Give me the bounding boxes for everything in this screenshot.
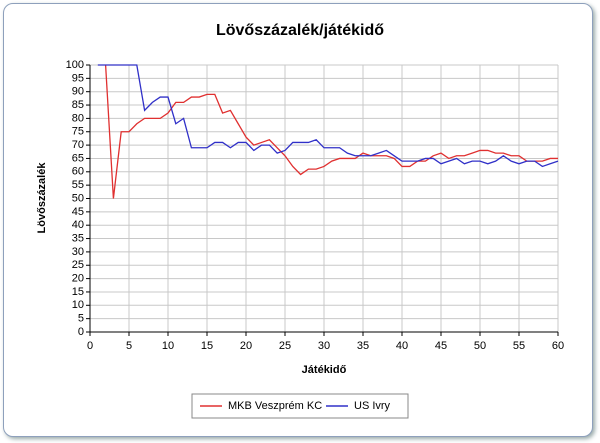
x-tick-label: 40	[396, 340, 408, 352]
legend-label: US Ivry	[354, 400, 391, 412]
y-tick-label: 90	[72, 86, 84, 98]
chart-title: Lövőszázalék/játékidő	[216, 22, 384, 39]
legend-label: MKB Veszprém KC	[228, 400, 322, 412]
y-tick-label: 30	[72, 246, 84, 258]
y-tick-label: 20	[72, 273, 84, 285]
chart-panel	[3, 3, 593, 437]
legend-box	[191, 393, 409, 419]
y-tick-label: 40	[72, 219, 84, 231]
y-tick-label: 45	[72, 206, 84, 218]
x-tick-label: 60	[552, 340, 564, 352]
x-tick-label: 15	[201, 340, 213, 352]
y-axis-label: Lövőszázalék	[36, 162, 48, 234]
x-tick-label: 0	[87, 340, 93, 352]
x-tick-label: 20	[240, 340, 252, 352]
y-tick-label: 35	[72, 232, 84, 244]
x-tick-label: 25	[279, 340, 291, 352]
x-tick-label: 55	[513, 340, 525, 352]
y-tick-label: 95	[72, 72, 84, 84]
x-tick-label: 35	[357, 340, 369, 352]
y-tick-label: 50	[72, 192, 84, 204]
y-tick-label: 60	[72, 166, 84, 178]
line-series	[104, 64, 558, 199]
y-tick-label: 70	[72, 139, 84, 151]
y-tick-label: 85	[72, 99, 84, 111]
y-tick-label: 5	[78, 313, 84, 325]
y-tick-label: 75	[72, 126, 84, 138]
line-series	[97, 64, 559, 168]
x-tick-label: 5	[126, 340, 132, 352]
y-tick-label: 25	[72, 259, 84, 271]
x-axis-label: Játékidő	[302, 364, 347, 376]
y-tick-label: 0	[78, 326, 84, 338]
y-tick-label: 55	[72, 179, 84, 191]
y-tick-label: 100	[66, 59, 84, 71]
y-tick-label: 80	[72, 112, 84, 124]
x-tick-label: 10	[162, 340, 174, 352]
x-tick-label: 30	[318, 340, 330, 352]
y-tick-label: 65	[72, 152, 84, 164]
x-tick-label: 50	[474, 340, 486, 352]
y-tick-label: 15	[72, 286, 84, 298]
x-tick-label: 45	[435, 340, 447, 352]
y-tick-label: 10	[72, 299, 84, 311]
